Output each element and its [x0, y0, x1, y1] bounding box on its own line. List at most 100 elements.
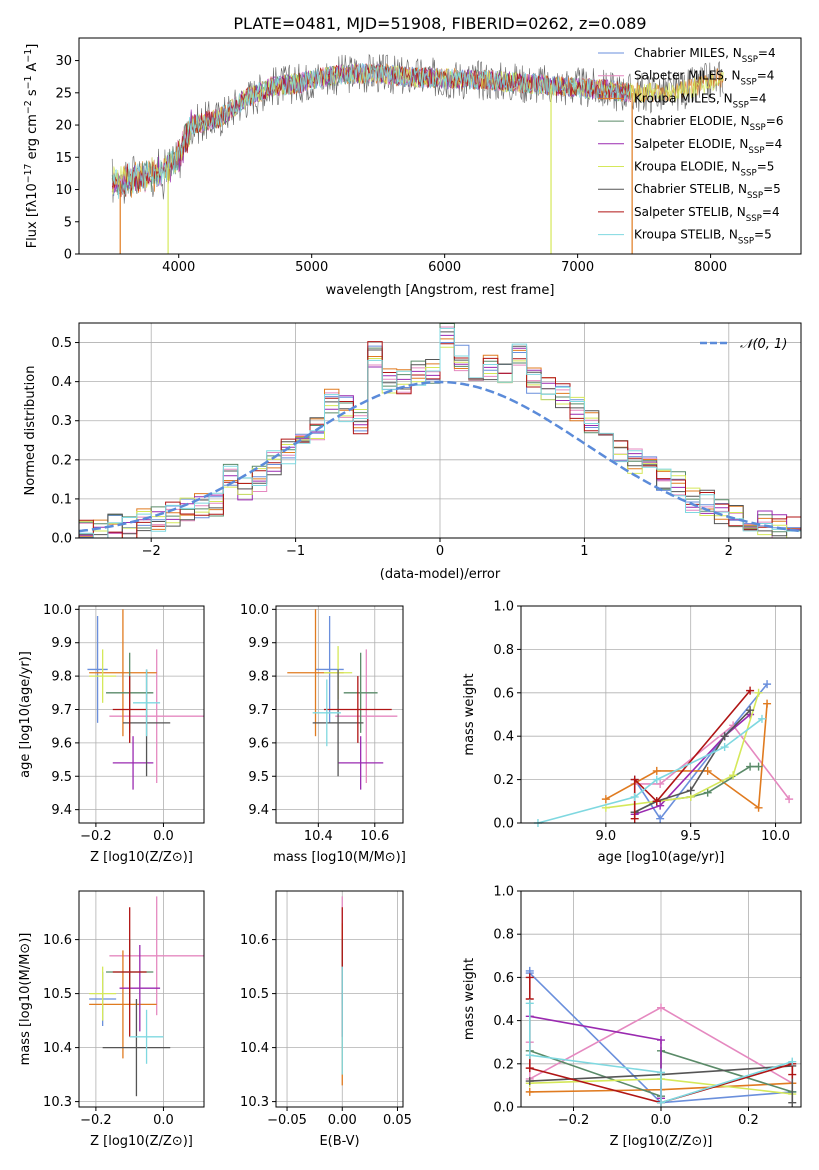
script: SSP — [747, 191, 763, 201]
text-run: (data-model)/error — [380, 567, 501, 582]
text-run: =5 — [754, 228, 772, 242]
weight-marker — [757, 714, 766, 723]
x-tick-label: 1 — [580, 544, 588, 559]
mass-z-panel: −0.2 0.0 10.3 10.4 10.5 10.6 Z [log10(Z/Z⊙)] ma… — [18, 890, 205, 1149]
errorbars — [287, 609, 398, 790]
weight-z-panel: −0.2 0.0 0.2 0.0 0.2 0.4 0.6 0.8 1.0 Z [log10(Z/Z… — [462, 885, 802, 1149]
weight-lines — [533, 680, 794, 827]
spectrum-lines — [111, 53, 724, 254]
spectrum-line — [111, 63, 632, 199]
y-tick-label: 0.0 — [493, 817, 514, 832]
weight-marker — [657, 1003, 665, 1012]
text-run: Kroupa STELIB, N — [634, 228, 738, 242]
text-run: wavelength [Angstrom, rest frame] — [326, 283, 555, 298]
legend-label: Chabrier MILES, NSSP=4 — [634, 46, 776, 65]
text-run: λ10 — [25, 183, 40, 207]
y-tick-label: 0.5 — [51, 336, 72, 351]
y-tick-label: 10.6 — [43, 933, 72, 948]
y-axis-label: Flux [fλ10−17 erg cm−2 s−1 A−1] — [23, 44, 41, 249]
y-tick-label: 9.8 — [248, 670, 269, 685]
y-tick-label: 9.6 — [51, 736, 72, 751]
y-axis-label: mass weight — [462, 958, 477, 1040]
x-tick-label: 10.0 — [761, 829, 790, 844]
script: −1 — [23, 49, 34, 63]
axes-frame — [78, 322, 802, 539]
y-tick-label: 10.5 — [240, 987, 269, 1002]
x-tick-label: 6000 — [428, 260, 461, 275]
text-run: Z [log10(Z/Z⊙)] — [90, 1134, 193, 1149]
text-run: mass [log10(M/M⊙)] — [273, 850, 406, 865]
script: SSP — [746, 214, 762, 224]
y-axis-label: mass [log10(M/M⊙)] — [18, 933, 33, 1066]
figure-title: PLATE=0481, MJD=51908, FIBERID=0262, z=0… — [233, 14, 646, 33]
errorbars — [87, 609, 204, 790]
normal-curve — [79, 380, 801, 533]
y-tick-label: 9.8 — [51, 670, 72, 685]
axes-frame — [520, 890, 802, 1108]
y-tick-label: 0.1 — [51, 492, 72, 507]
y-tick-label: 5 — [64, 215, 72, 230]
text-run: ] — [25, 44, 40, 49]
x-tick-label: −0.2 — [80, 1113, 112, 1128]
weight-marker — [525, 999, 534, 1008]
y-tick-label: 0.8 — [493, 928, 514, 943]
y-tick-label: 10 — [55, 183, 72, 198]
x-axis-label: Z [log10(Z/Z⊙)] — [90, 1134, 193, 1149]
y-tick-label: 9.9 — [248, 636, 269, 651]
y-tick-label: 0.2 — [493, 1057, 514, 1072]
x-axis-label: (data-model)/error — [380, 567, 501, 582]
text-run: Salpeter MILES, N — [634, 69, 741, 83]
y-tick-label: 9.9 — [51, 636, 72, 651]
y-tick-label: 1.0 — [493, 885, 514, 900]
x-tick-label: 0.00 — [328, 1113, 357, 1128]
x-tick-label: 0.2 — [738, 1113, 759, 1128]
weight-marker — [686, 786, 695, 795]
y-tick-label: 9.4 — [51, 803, 72, 818]
x-tick-label: 10.6 — [360, 829, 389, 844]
text-run: Z [log10(Z/Z⊙)] — [610, 1134, 713, 1149]
y-tick-label: 0.4 — [493, 1014, 514, 1029]
y-tick-label: 9.7 — [248, 703, 269, 718]
y-tick-label: 1.0 — [493, 600, 514, 615]
weight-marker — [746, 762, 755, 771]
residual-panel: −2 −1 0 1 2 0.0 0.1 0.2 0.3 0.4 0.5 (data-model)/er… — [23, 322, 802, 582]
axes-frame — [78, 37, 802, 255]
x-tick-label: 0.05 — [383, 1113, 412, 1128]
weight-marker — [525, 1077, 534, 1086]
script: SSP — [738, 237, 754, 247]
text-run: age [log10(age/yr)] — [598, 850, 725, 865]
text-run: =5 — [763, 182, 781, 196]
weight-marker — [630, 814, 639, 823]
weight-marker — [788, 1057, 797, 1066]
x-tick-label: 7000 — [561, 260, 594, 275]
legend-label: Salpeter STELIB, NSSP=4 — [634, 205, 780, 224]
text-run: Kroupa ELODIE, N — [634, 160, 741, 174]
weight-marker — [652, 775, 661, 784]
legend-label: Chabrier ELODIE, NSSP=6 — [634, 114, 783, 133]
weight-line — [634, 713, 751, 816]
text-run: =6 — [766, 114, 784, 128]
y-tick-label: 10.0 — [240, 603, 269, 618]
weight-marker — [720, 732, 729, 741]
y-tick-label: 0.0 — [51, 532, 72, 547]
script: SSP — [742, 55, 758, 65]
y-tick-label: 10.3 — [240, 1095, 269, 1110]
weight-marker — [656, 801, 665, 810]
x-axis-label: E(B-V) — [319, 1134, 359, 1149]
weight-marker — [630, 792, 639, 801]
text-run: s — [25, 89, 40, 100]
age-mass-panel: 10.4 10.6 9.4 9.5 9.6 9.7 9.8 9.9 10.0 mass [log1… — [240, 603, 406, 865]
x-axis-label: Z [log10(Z/Z⊙)] — [90, 850, 193, 865]
y-tick-label: 10.4 — [43, 1041, 72, 1056]
weight-marker — [763, 699, 772, 708]
weight-marker — [729, 771, 738, 780]
weight-marker — [785, 795, 794, 804]
weight-marker — [746, 706, 755, 715]
y-tick-label: 30 — [55, 54, 72, 69]
weight-marker — [652, 797, 661, 806]
weight-line — [529, 1065, 794, 1103]
age-z-panel: −0.2 0.0 9.4 9.5 9.6 9.7 9.8 9.9 10.0 Z [log10(Z/… — [18, 603, 205, 865]
axes-frame — [78, 890, 205, 1108]
y-tick-label: 9.5 — [51, 770, 72, 785]
text-run: =4 — [765, 137, 783, 151]
